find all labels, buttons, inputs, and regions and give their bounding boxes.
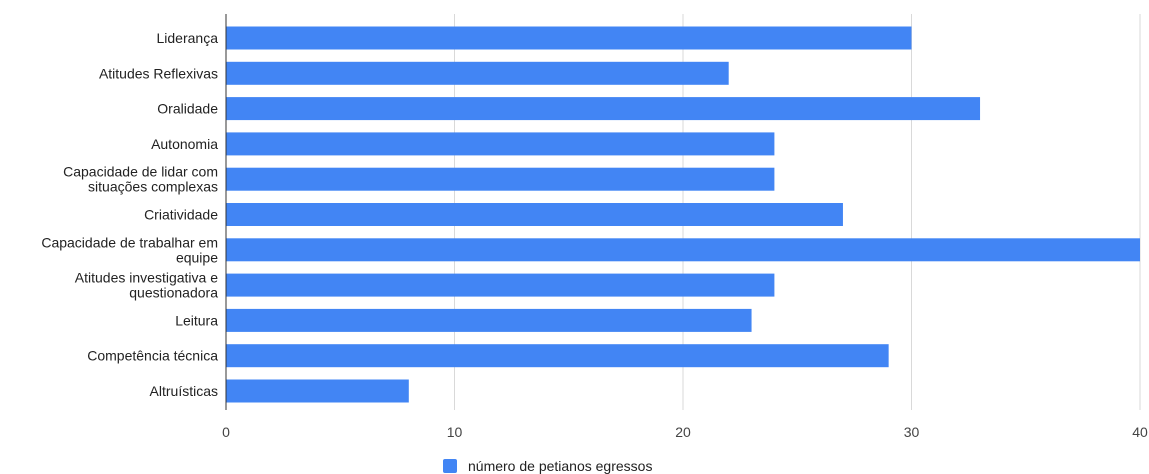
category-label: Criatividade (144, 207, 218, 223)
category-label: Atitudes Reflexivas (99, 65, 218, 81)
x-axis-ticks: 0 10 20 30 40 (222, 424, 1148, 440)
legend-label: número de petianos egressos (468, 458, 652, 474)
bar (226, 238, 1140, 262)
category-label-line: Atitudes Reflexivas (99, 65, 218, 81)
category-label-line: Capacidade de trabalhar em (41, 234, 218, 250)
bar (226, 273, 775, 297)
category-label-line: Criatividade (144, 207, 218, 223)
category-label: Oralidade (157, 101, 218, 117)
x-tick-label: 0 (222, 424, 230, 440)
category-label: Autonomia (151, 136, 218, 152)
category-label-line: Atitudes investigativa e (75, 270, 218, 286)
bars (226, 26, 1140, 403)
bar (226, 308, 752, 332)
category-label-line: Altruísticas (150, 383, 218, 399)
bar (226, 61, 729, 85)
category-label-line: equipe (176, 249, 218, 265)
x-tick-label: 10 (447, 424, 463, 440)
bar (226, 203, 843, 226)
category-label-line: Leitura (175, 312, 218, 328)
bar (226, 26, 912, 50)
category-label-line: Oralidade (157, 101, 218, 117)
bar (226, 344, 889, 368)
bar (226, 97, 981, 121)
x-tick-label: 30 (904, 424, 920, 440)
bar (226, 132, 775, 156)
category-label: Leitura (175, 312, 218, 328)
category-label-line: Capacidade de lidar com (63, 164, 218, 180)
x-tick-label: 40 (1132, 424, 1148, 440)
category-label-line: questionadora (129, 285, 218, 301)
category-label-line: Autonomia (151, 136, 218, 152)
legend: número de petianos egressos (443, 458, 652, 474)
category-label-line: Competência técnica (87, 348, 218, 364)
x-tick-label: 20 (675, 424, 691, 440)
category-label-line: Liderança (157, 30, 219, 46)
category-label: Liderança (157, 30, 219, 46)
bar (226, 167, 775, 191)
bar (226, 379, 409, 403)
category-label: Competência técnica (87, 348, 218, 364)
category-label-line: situações complexas (88, 179, 218, 195)
category-labels: Liderança Atitudes Reflexivas Oralidade Aut… (41, 30, 218, 399)
legend-swatch (443, 459, 457, 473)
category-label: Altruísticas (150, 383, 218, 399)
